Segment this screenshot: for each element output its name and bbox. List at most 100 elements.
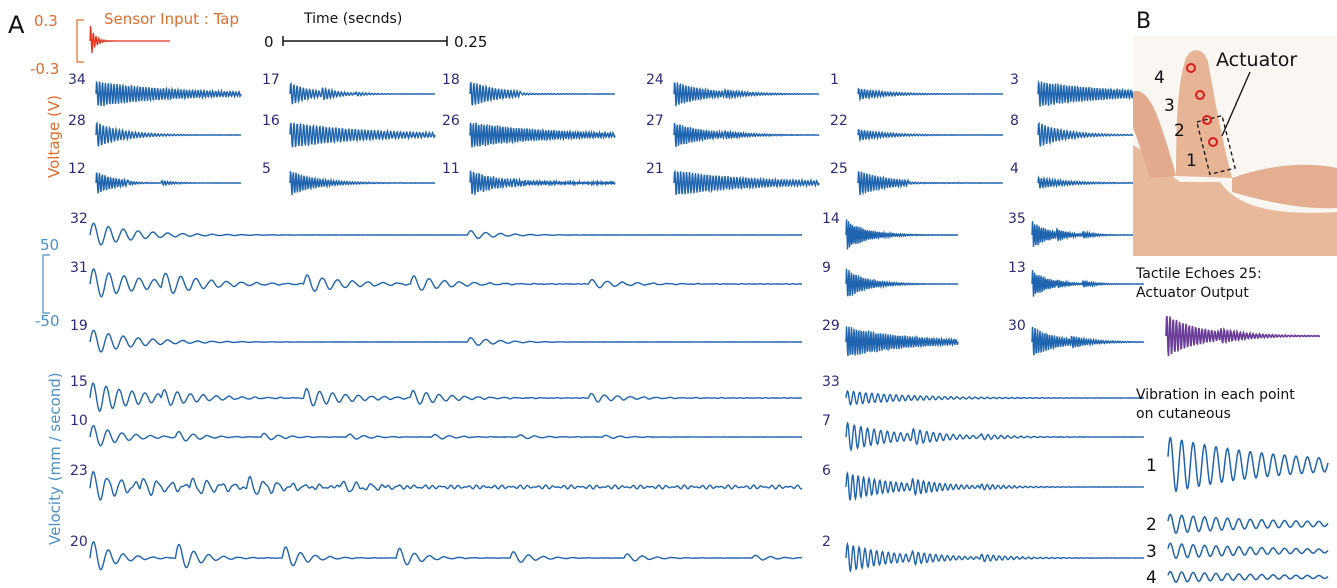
finger-shape <box>1176 50 1232 178</box>
actuator-label: Actuator <box>1216 49 1297 71</box>
trace-label-24: 24 <box>646 72 664 88</box>
trace-34 <box>95 80 242 107</box>
cutaneous-traces: 1 2 3 4 <box>1146 436 1329 588</box>
finger-points: 12 3 4 <box>1154 63 1218 171</box>
trace-33 <box>845 389 1145 406</box>
trace-actuator-output <box>1165 315 1320 357</box>
time-scale-bar <box>282 36 448 46</box>
trace-label-17: 17 <box>262 72 280 88</box>
trace-1 <box>857 87 1003 102</box>
trace-label-12: 12 <box>68 161 86 177</box>
trace-25 <box>857 171 1004 196</box>
trace-label-31: 31 <box>70 260 88 276</box>
trace-18 <box>469 81 616 106</box>
trace-24 <box>673 82 820 107</box>
panel-b-letter: B <box>1136 9 1151 34</box>
velocity-ymax-label: 50 <box>40 236 59 254</box>
trace-label-21: 21 <box>646 161 664 177</box>
trace-label-29: 29 <box>822 318 840 334</box>
finger-point-label-4: 4 <box>1154 68 1165 88</box>
trace-label-8: 8 <box>1010 113 1019 129</box>
trace-label-13: 13 <box>1008 260 1026 276</box>
finger-point-3 <box>1195 90 1205 100</box>
trace-label-1: 1 <box>830 72 839 88</box>
trace-15 <box>89 382 802 412</box>
sensor-y-axis <box>76 19 84 63</box>
trace-cutaneous-2 <box>1167 513 1329 534</box>
trace-label-5: 5 <box>262 161 271 177</box>
trace-23 <box>89 471 803 501</box>
trace-label-10: 10 <box>70 413 88 429</box>
trace-35 <box>1031 221 1144 247</box>
trace-label-33: 33 <box>822 374 840 390</box>
sensor-trace-group <box>89 25 170 53</box>
cutaneous-label-3: 3 <box>1146 542 1157 562</box>
cutaneous-label-2: 2 <box>1146 515 1157 535</box>
trace-label-20: 20 <box>70 534 88 550</box>
trace-5 <box>289 171 436 196</box>
trace-label-27: 27 <box>646 113 664 129</box>
trace-14 <box>845 219 958 250</box>
trace-cutaneous-1 <box>1167 436 1329 493</box>
sensor-ymax-label: 0.3 <box>34 12 58 30</box>
trace-label-14: 14 <box>822 211 840 227</box>
vibration-title-line2: on cutaneous <box>1136 406 1231 422</box>
panel-a-letter: A <box>8 11 25 39</box>
trace-label-23: 23 <box>70 463 88 479</box>
trace-label-6: 6 <box>822 463 831 479</box>
velocity-axis-label: Velocity (mm / second) <box>46 372 64 545</box>
velocity-ymin-label: -50 <box>35 312 60 330</box>
trace-cutaneous-4 <box>1167 570 1329 584</box>
finger-shape <box>1232 164 1337 209</box>
finger-point-label-3: 3 <box>1164 96 1175 116</box>
trace-27 <box>673 122 820 148</box>
trace-label-19: 19 <box>70 318 88 334</box>
trace-label-34: 34 <box>68 72 86 88</box>
trace-cutaneous-3 <box>1167 542 1329 560</box>
trace-21 <box>673 169 820 195</box>
echo-title-line2: Actuator Output <box>1136 285 1249 301</box>
trace-label-9: 9 <box>822 260 831 276</box>
trace-label-2: 2 <box>822 534 831 550</box>
trace-label-26: 26 <box>442 113 460 129</box>
trace-11 <box>469 170 616 195</box>
finger-point-4 <box>1186 63 1196 73</box>
palm-shape <box>1133 145 1337 256</box>
trace-13 <box>1031 270 1145 297</box>
trace-label-22: 22 <box>830 113 848 129</box>
trace-20 <box>89 541 802 571</box>
trace-6 <box>845 471 1144 502</box>
finger-shape <box>1133 91 1176 178</box>
trace-label-7: 7 <box>822 413 831 429</box>
echo-trace-group <box>1165 315 1320 357</box>
trace-22 <box>857 128 1004 143</box>
trace-16 <box>289 122 436 148</box>
trace-29 <box>845 326 959 357</box>
cutaneous-label-4: 4 <box>1146 568 1157 588</box>
trace-label-35: 35 <box>1008 211 1026 227</box>
vibration-title-line1: Vibration in each point <box>1136 387 1295 403</box>
velocity-y-axis <box>42 254 50 314</box>
actuator-leader-line <box>1221 71 1251 137</box>
trace-12 <box>95 172 242 194</box>
finger-point-1 <box>1208 137 1218 147</box>
trace-7 <box>845 421 1144 452</box>
trace-9 <box>845 268 959 297</box>
trace-19 <box>89 329 802 353</box>
trace-label-16: 16 <box>262 113 280 129</box>
trace-label-30: 30 <box>1008 318 1026 334</box>
trace-sensor-input <box>89 25 170 53</box>
trace-label-25: 25 <box>830 161 848 177</box>
trace-10 <box>89 424 802 447</box>
trace-label-18: 18 <box>442 72 460 88</box>
trace-label-15: 15 <box>70 374 88 390</box>
voltage-axis-label: Voltage (V) <box>45 95 63 178</box>
sensor-ymin-label: -0.3 <box>30 60 59 78</box>
cutaneous-label-1: 1 <box>1146 456 1157 476</box>
trace-28 <box>95 120 242 147</box>
trace-grid: 34 17 18 24 1 328 16 26 27 22 812 5 11 21 25 4323119151… <box>68 72 1184 573</box>
trace-2 <box>845 541 1144 573</box>
trace-17 <box>289 81 436 105</box>
time-scale-title: Time (secnds) <box>303 11 402 27</box>
